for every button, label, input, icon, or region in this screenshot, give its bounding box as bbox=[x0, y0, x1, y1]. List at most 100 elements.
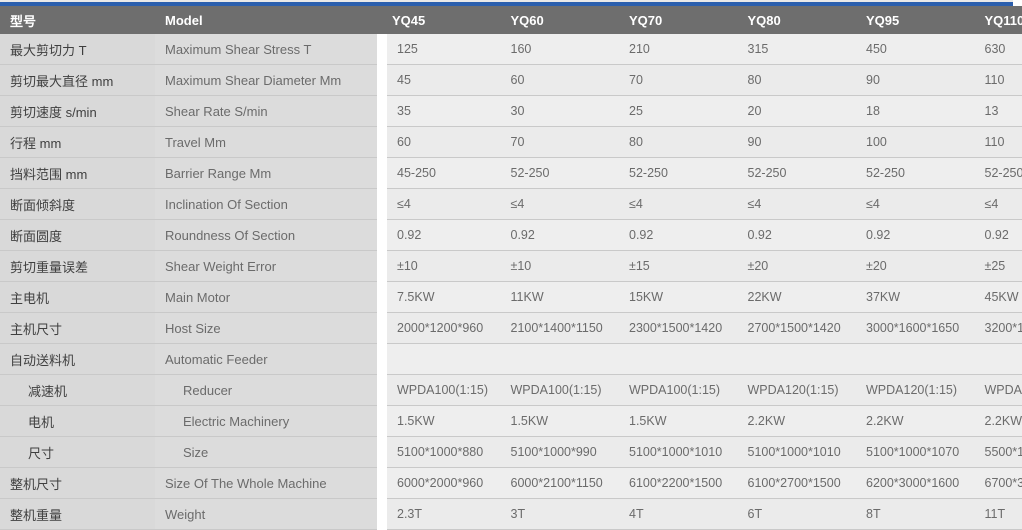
cell-value: 5100*1000*880 bbox=[382, 437, 501, 468]
table-header: 型号 Model YQ45 YQ60 YQ70 YQ80 YQ95 YQ110 bbox=[0, 6, 1022, 34]
header-cell-model-2: YQ70 bbox=[619, 6, 738, 34]
cell-value: 2.3T bbox=[382, 499, 501, 530]
cell-value: 6700*3200*1700 bbox=[975, 468, 1022, 499]
cell-value: 45-250 bbox=[382, 158, 501, 189]
cell-value: 125 bbox=[382, 34, 501, 65]
row-label-en: Maximum Shear Stress T bbox=[155, 34, 382, 65]
row-label-en: Electric Machinery bbox=[155, 406, 382, 437]
cell-value: WPDA100(1:15) bbox=[501, 375, 620, 406]
cell-value: 450 bbox=[856, 34, 975, 65]
cell-value: 100 bbox=[856, 127, 975, 158]
header-cell-model-en: Model bbox=[155, 6, 382, 34]
cell-value: WPDA120(1:15) bbox=[856, 375, 975, 406]
cell-value: 3T bbox=[501, 499, 620, 530]
cell-value: 0.92 bbox=[619, 220, 738, 251]
cell-value: ≤4 bbox=[856, 189, 975, 220]
row-label-cn: 整机重量 bbox=[0, 499, 155, 530]
row-label-en: Shear Rate S/min bbox=[155, 96, 382, 127]
cell-value: 52-250 bbox=[501, 158, 620, 189]
cell-value: 2100*1400*1150 bbox=[501, 313, 620, 344]
cell-value: 7.5KW bbox=[382, 282, 501, 313]
cell-value: 210 bbox=[619, 34, 738, 65]
cell-value: 80 bbox=[619, 127, 738, 158]
cell-value: 5100*1000*1010 bbox=[619, 437, 738, 468]
cell-value bbox=[501, 344, 620, 375]
row-label-cn: 减速机 bbox=[0, 375, 155, 406]
cell-value: ±15 bbox=[619, 251, 738, 282]
row-label-en: Weight bbox=[155, 499, 382, 530]
cell-value: 6T bbox=[738, 499, 857, 530]
cell-value: 35 bbox=[382, 96, 501, 127]
row-label-en: Maximum Shear Diameter Mm bbox=[155, 65, 382, 96]
row-label-cn: 剪切速度 s/min bbox=[0, 96, 155, 127]
cell-value: 2000*1200*960 bbox=[382, 313, 501, 344]
cell-value: 60 bbox=[501, 65, 620, 96]
cell-value: ≤4 bbox=[619, 189, 738, 220]
cell-value: 5100*1000*1070 bbox=[856, 437, 975, 468]
cell-value: 315 bbox=[738, 34, 857, 65]
cell-value: WPDA100(1:15) bbox=[619, 375, 738, 406]
row-label-cn: 挡料范围 mm bbox=[0, 158, 155, 189]
cell-value: 110 bbox=[975, 127, 1022, 158]
header-cell-model-0: YQ45 bbox=[382, 6, 501, 34]
cell-value: 5100*1000*990 bbox=[501, 437, 620, 468]
cell-value: WPDA120(1:15) bbox=[738, 375, 857, 406]
cell-value: 52-250 bbox=[619, 158, 738, 189]
cell-value: 0.92 bbox=[738, 220, 857, 251]
row-label-cn: 剪切最大直径 mm bbox=[0, 65, 155, 96]
cell-value: 0.92 bbox=[856, 220, 975, 251]
row-label-cn: 自动送料机 bbox=[0, 344, 155, 375]
cell-value: ≤4 bbox=[501, 189, 620, 220]
cell-value: 160 bbox=[501, 34, 620, 65]
cell-value: 30 bbox=[501, 96, 620, 127]
cell-value: 52-250 bbox=[738, 158, 857, 189]
specification-table-container: 型号 Model YQ45 YQ60 YQ70 YQ80 YQ95 YQ110 … bbox=[0, 0, 1013, 520]
cell-value: 90 bbox=[856, 65, 975, 96]
header-cell-model-1: YQ60 bbox=[501, 6, 620, 34]
cell-value: 60 bbox=[382, 127, 501, 158]
specification-table: 型号 Model YQ45 YQ60 YQ70 YQ80 YQ95 YQ110 … bbox=[0, 6, 1022, 530]
cell-value: ≤4 bbox=[975, 189, 1022, 220]
cell-value: 5500*1000*1130 bbox=[975, 437, 1022, 468]
row-label-en: Roundness Of Section bbox=[155, 220, 382, 251]
row-label-cn: 行程 mm bbox=[0, 127, 155, 158]
cell-value: ±25 bbox=[975, 251, 1022, 282]
row-label-cn: 剪切重量误差 bbox=[0, 251, 155, 282]
cell-value: 18 bbox=[856, 96, 975, 127]
cell-value: ±10 bbox=[501, 251, 620, 282]
row-label-en: Inclination Of Section bbox=[155, 189, 382, 220]
cell-value: 0.92 bbox=[382, 220, 501, 251]
row-label-en: Travel Mm bbox=[155, 127, 382, 158]
row-label-en: Size Of The Whole Machine bbox=[155, 468, 382, 499]
cell-value: 2.2KW bbox=[738, 406, 857, 437]
cell-value: ±20 bbox=[738, 251, 857, 282]
row-label-cn: 整机尺寸 bbox=[0, 468, 155, 499]
cell-value: 6100*2700*1500 bbox=[738, 468, 857, 499]
row-label-en: Main Motor bbox=[155, 282, 382, 313]
header-row: 型号 Model YQ45 YQ60 YQ70 YQ80 YQ95 YQ110 bbox=[0, 6, 1022, 34]
cell-value: 110 bbox=[975, 65, 1022, 96]
cell-value: 20 bbox=[738, 96, 857, 127]
cell-value bbox=[382, 344, 501, 375]
cell-value: 22KW bbox=[738, 282, 857, 313]
cell-value bbox=[975, 344, 1022, 375]
cell-value: ±20 bbox=[856, 251, 975, 282]
cell-value: 90 bbox=[738, 127, 857, 158]
cell-value: 2.2KW bbox=[975, 406, 1022, 437]
cell-value: 3200*1650*1700 bbox=[975, 313, 1022, 344]
cell-value bbox=[856, 344, 975, 375]
cell-value: WPDA100(1:15) bbox=[382, 375, 501, 406]
cell-value: 80 bbox=[738, 65, 857, 96]
row-label-cn: 断面圆度 bbox=[0, 220, 155, 251]
cell-value: 0.92 bbox=[975, 220, 1022, 251]
cell-value: 8T bbox=[856, 499, 975, 530]
